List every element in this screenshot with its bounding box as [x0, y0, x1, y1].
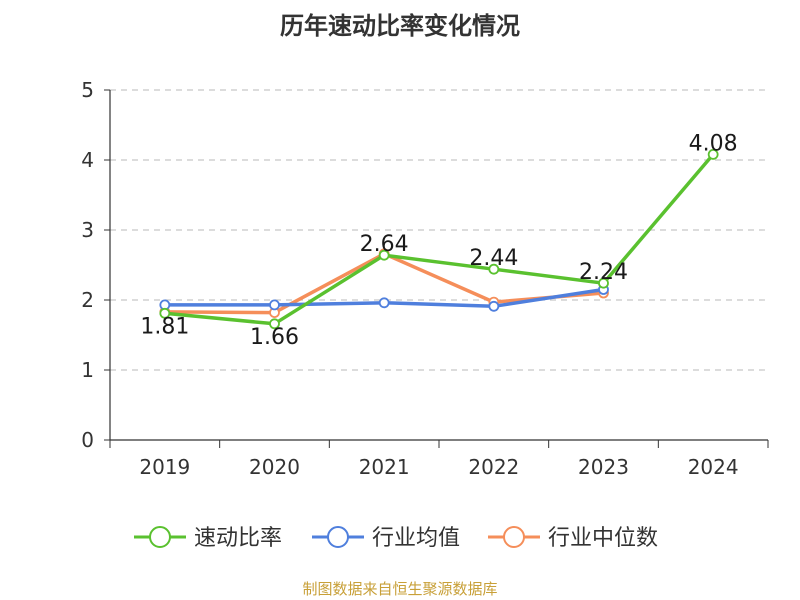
source-caption: 制图数据来自恒生聚源数据库 [302, 580, 498, 598]
y-tick-label: 2 [81, 288, 94, 312]
x-tick-label: 2020 [249, 455, 300, 479]
legend-item: 速动比率 [134, 526, 282, 551]
x-tick-label: 2022 [468, 455, 519, 479]
chart-title: 历年速动比率变化情况 [280, 12, 520, 40]
y-tick-label: 0 [81, 428, 94, 452]
data-label: 2.24 [579, 260, 628, 285]
data-point [488, 263, 500, 275]
x-tick-label: 2023 [578, 455, 629, 479]
x-tick-label: 2021 [359, 455, 410, 479]
data-point [488, 300, 500, 312]
legend-item: 行业中位数 [488, 526, 658, 551]
data-point [378, 297, 390, 309]
data-point [269, 318, 280, 330]
data-point [707, 148, 719, 160]
series-line [163, 152, 715, 326]
data-point [159, 307, 171, 319]
y-tick-label: 3 [81, 218, 94, 242]
data-point [378, 249, 390, 261]
data-label: 2.44 [469, 246, 518, 271]
x-tick-label: 2019 [139, 455, 190, 479]
data-label: 1.66 [250, 325, 299, 350]
legend-item: 行业均值 [312, 526, 460, 551]
data-point [269, 299, 280, 311]
data-label: 2.64 [360, 232, 409, 257]
data-point [598, 277, 609, 289]
legend-marker [149, 526, 171, 548]
legend-marker [503, 526, 525, 548]
data-label: 4.08 [689, 131, 738, 156]
x-tick-label: 2024 [688, 455, 739, 479]
data-label: 1.81 [140, 314, 189, 339]
legend-label: 行业均值 [372, 526, 460, 551]
legend-label: 速动比率 [194, 526, 282, 551]
y-tick-label: 4 [81, 148, 94, 172]
legend-marker [327, 526, 349, 548]
legend-label: 行业中位数 [548, 526, 658, 551]
y-tick-label: 1 [81, 358, 94, 382]
y-tick-label: 5 [81, 78, 94, 102]
